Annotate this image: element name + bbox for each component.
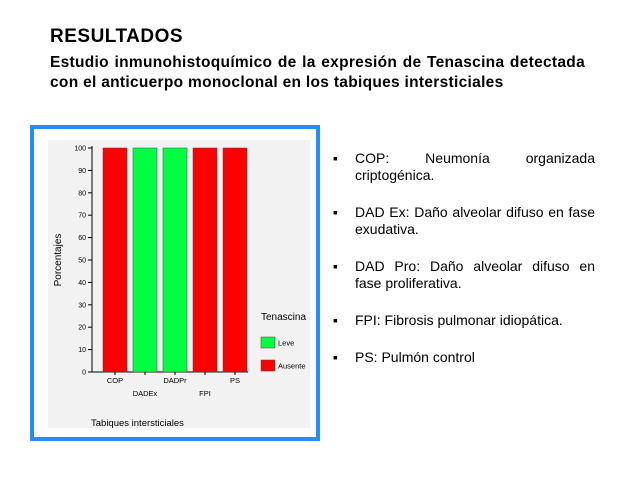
bar-leve bbox=[132, 147, 158, 373]
y-tick-label: 50 bbox=[78, 258, 86, 265]
list-item: ▪ FPI: Fibrosis pulmonar idiopática. bbox=[333, 312, 595, 329]
legend-swatch-ausente bbox=[260, 359, 276, 372]
y-axis-title: Porcentajes bbox=[53, 234, 64, 287]
y-tick-label: 60 bbox=[78, 235, 86, 242]
list-item: ▪ DAD Pro: Daño alveolar difuso en fase p… bbox=[333, 258, 595, 292]
list-item-text: PS: Pulmón control bbox=[355, 349, 475, 365]
list-item: ▪ PS: Pulmón control bbox=[333, 349, 595, 366]
list-item-text: DAD Pro: Daño alveolar difuso en fase pr… bbox=[355, 258, 595, 291]
x-tick-label: PS bbox=[230, 376, 240, 385]
bullet-marker: ▪ bbox=[333, 150, 338, 166]
list-item-text: FPI: Fibrosis pulmonar idiopática. bbox=[355, 312, 563, 328]
page-subtitle: Estudio inmunohistoquímico de la expresi… bbox=[50, 54, 585, 91]
x-tick-label: COP bbox=[107, 376, 123, 385]
x-axis-title: Tabiques intersticiales bbox=[91, 418, 184, 429]
bar-ausente bbox=[102, 147, 128, 373]
legend-label: Leve bbox=[278, 339, 294, 348]
y-tick-label: 90 bbox=[78, 168, 86, 175]
legend-title: Tenascina bbox=[261, 312, 306, 323]
list-item: ▪ COP: Neumonía organizada criptogénica. bbox=[333, 150, 595, 184]
bullet-marker: ▪ bbox=[333, 258, 338, 274]
y-tick-label: 40 bbox=[78, 280, 86, 287]
x-tick-label: FPI bbox=[199, 389, 211, 398]
page-title: RESULTADOS bbox=[50, 26, 184, 47]
y-tick-label: 100 bbox=[74, 146, 86, 153]
x-tick-label: DADEx bbox=[133, 389, 158, 398]
bullet-marker: ▪ bbox=[333, 312, 338, 328]
list-item-text: COP: Neumonía organizada criptogénica. bbox=[355, 150, 595, 183]
bullet-marker: ▪ bbox=[333, 204, 338, 220]
bar-ausente bbox=[222, 147, 248, 373]
bar-leve bbox=[162, 147, 188, 373]
legend-label: Ausente bbox=[278, 362, 306, 371]
y-tick-label: 30 bbox=[78, 302, 86, 309]
bullet-marker: ▪ bbox=[333, 349, 338, 365]
y-tick-label: 10 bbox=[78, 347, 86, 354]
chart-frame: 0 10 20 30 40 50 60 70 80 90 100 Porcentajes COP DADE… bbox=[30, 125, 320, 441]
definitions-list: ▪ COP: Neumonía organizada criptogénica. … bbox=[333, 150, 595, 386]
y-tick-label: 70 bbox=[78, 213, 86, 220]
x-tick-label: DADPr bbox=[163, 376, 187, 385]
bar-ausente bbox=[192, 147, 218, 373]
legend-swatch-leve bbox=[260, 336, 276, 349]
list-item: ▪ DAD Ex: Daño alveolar difuso en fase ex… bbox=[333, 204, 595, 238]
bar-chart: 0 10 20 30 40 50 60 70 80 90 100 Porcentajes COP DADE… bbox=[53, 146, 306, 430]
y-tick-label: 0 bbox=[82, 370, 86, 377]
y-tick-label: 20 bbox=[78, 325, 86, 332]
y-tick-label: 80 bbox=[78, 190, 86, 197]
list-item-text: DAD Ex: Daño alveolar difuso en fase exu… bbox=[355, 204, 595, 237]
